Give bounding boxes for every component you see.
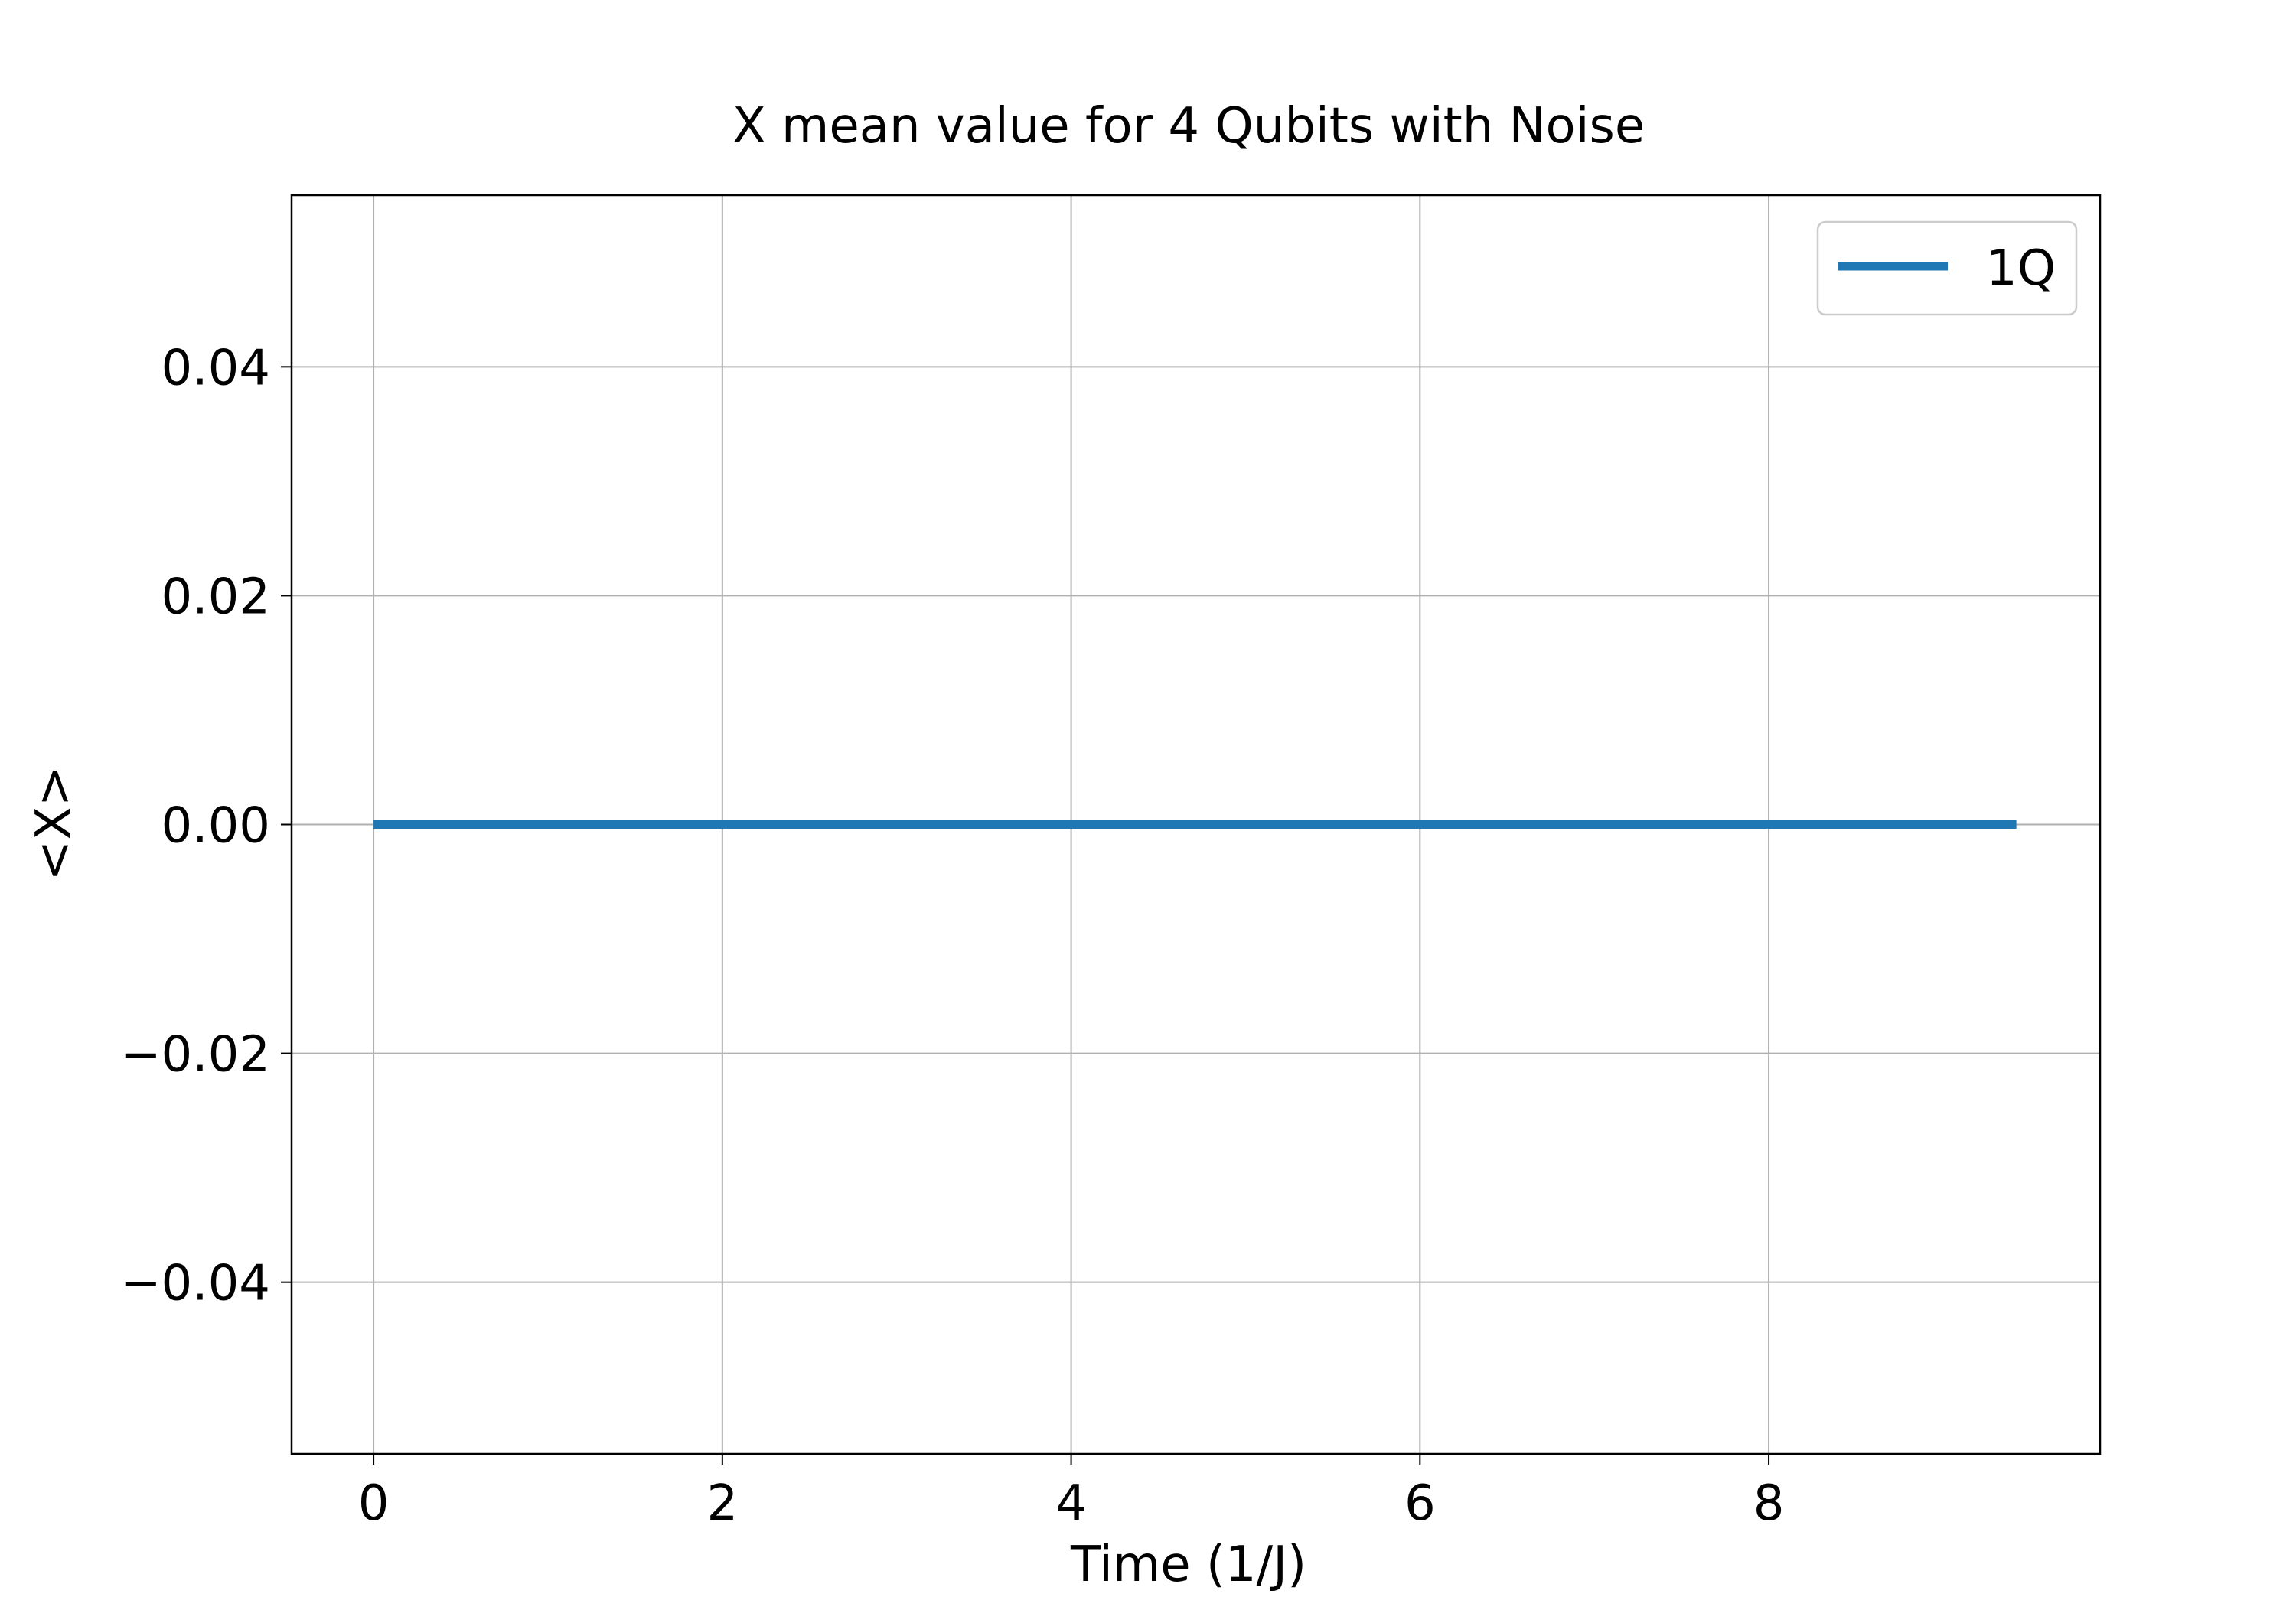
x-tick-label: 4 (1055, 1475, 1087, 1532)
x-tick-label: 2 (706, 1475, 738, 1532)
y-tick-label: 0.04 (161, 340, 271, 396)
x-tick-label: 0 (358, 1475, 390, 1532)
y-tick-label: −0.02 (120, 1027, 270, 1084)
x-tick-label: 6 (1404, 1475, 1436, 1532)
x-axis-ticks: 0 2 4 6 8 (358, 1454, 1785, 1532)
y-tick-label: 0.02 (161, 569, 271, 625)
chart-title: X mean value for 4 Qubits with Noise (732, 98, 1645, 155)
y-tick-label: 0.00 (161, 798, 271, 855)
x-axis-label: Time (1/J) (1070, 1537, 1306, 1593)
y-tick-label: −0.04 (120, 1256, 270, 1312)
legend: 1Q (1816, 220, 2078, 316)
y-axis-label: <X> (26, 765, 83, 881)
y-axis-ticks: −0.04 −0.02 0.00 0.02 0.04 (120, 340, 292, 1312)
legend-label-1q: 1Q (1986, 240, 2056, 297)
x-tick-label: 8 (1753, 1475, 1785, 1532)
